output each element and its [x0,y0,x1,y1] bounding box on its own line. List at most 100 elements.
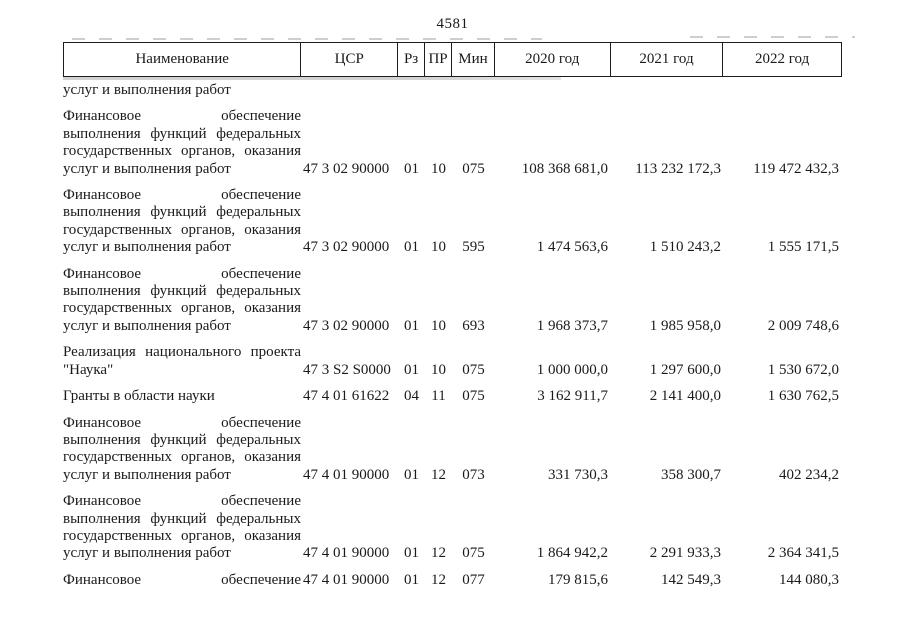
cell-name: Финансовое обеспечение выполнения функций фе… [63,493,301,563]
cell-rz: 01 [404,160,419,177]
cell-y2021: 1 510 243,2 [649,239,721,256]
cell-csr: 47 3 S2 S0000 [303,361,391,378]
cell-pr: 10 [431,361,446,378]
cell-rz: 01 [404,317,419,334]
cell-min: 595 [462,239,485,256]
column-header-rz: Рз [398,43,426,76]
cell-pr: 12 [431,571,446,588]
cell-y2020: 1 474 563,6 [536,239,608,256]
cell-name: Финансовое обеспечение выполнения функций фе… [63,108,301,178]
cell-y2021: 1 985 958,0 [649,317,721,334]
cell-name: Финансовое обеспечение выполнения функций фе… [63,187,301,257]
name-line: Реализация национального проекта [63,344,301,361]
cell-name: Финансовое обеспечение [63,572,301,589]
cell-pr: 10 [431,317,446,334]
cell-pr: 10 [431,239,446,256]
cell-pr: 12 [431,545,446,562]
column-header-y2021: 2021 год [611,43,724,76]
table-header-row: Наименование ЦСР Рз ПР Мин 2020 год 2021 год 20… [63,42,842,77]
column-header-csr: ЦСР [301,43,399,76]
column-header-min: Мин [452,43,495,76]
cell-y2021: 142 549,3 [661,571,721,588]
cell-y2020: 1 968 373,7 [536,317,608,334]
cell-name: Гранты в области науки [63,388,301,405]
cell-csr: 47 4 01 90000 [303,571,390,588]
cell-min: 075 [462,160,485,177]
name-line: "Наука" [63,361,114,378]
cell-rz: 01 [404,571,419,588]
column-header-y2020: 2020 год [495,43,611,76]
table-row: Финансовое обеспечение выполнения функций фе… [63,415,842,485]
cell-min: 073 [462,466,485,483]
name-line: услуг и выполнения работ [63,239,231,256]
cell-y2021: 113 232 172,3 [635,160,721,177]
cell-name: Реализация национального проекта "Наука" [63,344,301,379]
cell-y2022: 2 009 748,6 [767,317,839,334]
cell-y2021: 2 291 933,3 [649,545,721,562]
cell-y2020: 1 000 000,0 [536,361,608,378]
cell-y2022: 1 555 171,5 [767,239,839,256]
cell-y2022: 402 234,2 [779,466,839,483]
table-row: Реализация национального проекта "Наука" 47 … [63,344,842,379]
cell-name: Финансовое обеспечение выполнения функций фе… [63,415,301,485]
name-line: Финансовое обеспечение [63,571,301,588]
cell-y2022: 119 472 432,3 [753,160,839,177]
cell-y2021: 1 297 600,0 [649,361,721,378]
cell-y2020: 331 730,3 [548,466,608,483]
name-line: услуг и выполнения работ [63,317,231,334]
cell-min: 075 [462,361,485,378]
cell-name: Финансовое обеспечение выполнения функций фе… [63,266,301,336]
name-line: выполнения функций федеральных [63,510,301,527]
cell-y2020: 3 162 911,7 [537,388,608,405]
cell-min: 075 [462,388,485,405]
name-line: Финансовое обеспечение [63,493,301,510]
name-line: выполнения функций федеральных [63,125,301,142]
table-row: Гранты в области науки 47 4 01 61622 04 11 0… [63,388,842,405]
scan-artifact [72,38,542,40]
cell-pr: 10 [431,160,446,177]
name-line: Финансовое обеспечение [63,187,301,204]
name-line: Финансовое обеспечение [63,108,301,125]
table-row: Финансовое обеспечение выполнения функций фе… [63,187,842,257]
name-line: услуг и выполнения работ [63,160,231,177]
cell-y2022: 1 530 672,0 [767,361,839,378]
cell-pr: 11 [431,388,446,405]
name-line: выполнения функций федеральных [63,204,301,221]
cell-rz: 01 [404,361,419,378]
name-line: выполнения функций федеральных [63,431,301,448]
table-row: Финансовое обеспечение 47 4 01 90000 01 12 07… [63,572,842,589]
cell-pr: 12 [431,466,446,483]
cell-csr: 47 4 01 61622 [303,388,390,405]
cell-rz: 04 [404,388,419,405]
cell-rz: 01 [404,239,419,256]
cell-y2020: 108 368 681,0 [521,160,608,177]
table-row-continuation: услуг и выполнения работ [63,82,842,99]
name-line: услуг и выполнения работ [63,545,231,562]
cell-min: 075 [462,545,485,562]
cell-y2022: 2 364 341,5 [767,545,839,562]
cell-name: услуг и выполнения работ [63,82,301,99]
name-line: государственных органов, оказания [63,527,301,544]
cell-y2020: 1 864 942,2 [536,545,608,562]
name-line: государственных органов, оказания [63,300,301,317]
cell-min: 077 [462,571,485,588]
table-row: Финансовое обеспечение выполнения функций фе… [63,493,842,563]
cell-csr: 47 3 02 90000 [303,317,390,334]
table-row: Финансовое обеспечение выполнения функций фе… [63,108,842,178]
column-header-pr: ПР [425,43,453,76]
cell-rz: 01 [404,466,419,483]
cell-csr: 47 4 01 90000 [303,466,390,483]
column-header-y2022: 2022 год [755,51,810,67]
name-line: государственных органов, оказания [63,221,301,238]
cell-min: 693 [462,317,485,334]
cell-rz: 01 [404,545,419,562]
cell-csr: 47 3 02 90000 [303,239,390,256]
cell-csr: 47 4 01 90000 [303,545,390,562]
name-line: услуг и выполнения работ [63,82,231,98]
cell-y2022: 1 630 762,5 [767,388,839,405]
name-line: Финансовое обеспечение [63,265,301,282]
column-header-name: Наименование [64,43,302,76]
scan-artifact [690,36,855,38]
table-body: услуг и выполнения работ Финансовое обеспе… [63,82,842,589]
name-line: государственных органов, оказания [63,449,301,466]
